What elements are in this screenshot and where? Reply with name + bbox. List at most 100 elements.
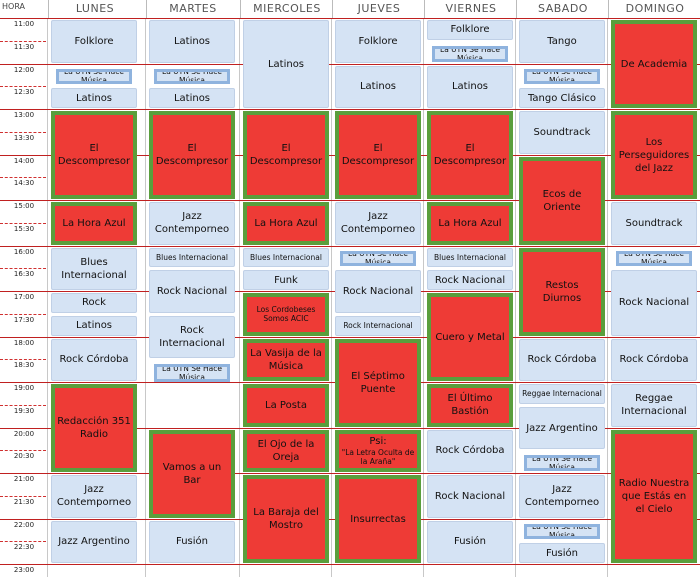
program-block[interactable]: Folklore bbox=[335, 20, 421, 63]
program-block[interactable]: Latinos bbox=[427, 65, 513, 108]
time-label: 22:00 bbox=[13, 520, 35, 529]
time-label: 15:30 bbox=[13, 224, 35, 233]
program-block[interactable]: Rock Internacional bbox=[335, 315, 421, 336]
program-block[interactable]: Vamos a un Bar bbox=[149, 429, 235, 518]
program-block[interactable]: La UTN Se Hace Música bbox=[154, 68, 230, 85]
program-block[interactable]: Ecos de Oriente bbox=[519, 156, 605, 245]
program-block[interactable]: Soundtrack bbox=[611, 202, 697, 245]
program-block[interactable]: La Hora Azul bbox=[51, 202, 137, 245]
program-label: Blues Internacional bbox=[250, 252, 322, 262]
program-block[interactable]: La UTN Se Hace Música bbox=[524, 523, 600, 540]
program-block[interactable]: Radio Nuestra que Estás en el Cielo bbox=[611, 429, 697, 563]
program-block[interactable]: Rock Córdoba bbox=[519, 338, 605, 381]
day-header-jueves: JUEVES bbox=[332, 0, 425, 18]
program-block[interactable]: Rock Nacional bbox=[335, 270, 421, 313]
program-label: Radio Nuestra que Estás en el Cielo bbox=[618, 477, 690, 515]
program-block[interactable]: Rock Córdoba bbox=[427, 429, 513, 472]
program-block[interactable]: Reggae Internacional bbox=[519, 384, 605, 404]
program-block[interactable]: Blues Internacional bbox=[243, 247, 329, 268]
program-block[interactable]: Jazz Contemporneo bbox=[51, 475, 137, 518]
day-header-domingo: DOMINGO bbox=[608, 0, 700, 18]
program-block[interactable]: El Descompresor bbox=[149, 111, 235, 199]
program-block[interactable]: Cuero y Metal bbox=[427, 293, 513, 381]
program-block[interactable]: Rock Nacional bbox=[149, 270, 235, 313]
program-block[interactable]: Jazz Contemporneo bbox=[149, 202, 235, 245]
program-block[interactable]: La Posta bbox=[243, 384, 329, 427]
program-block[interactable]: Fusión bbox=[519, 543, 605, 563]
program-block[interactable]: La Hora Azul bbox=[427, 202, 513, 245]
program-label: Los Perseguidores del Jazz bbox=[618, 136, 690, 174]
program-block[interactable]: Rock Nacional bbox=[427, 475, 513, 518]
program-block[interactable]: Rock Córdoba bbox=[51, 338, 137, 381]
program-label: Rock bbox=[82, 297, 106, 309]
program-block[interactable]: Jazz Contemporneo bbox=[335, 202, 421, 245]
program-label: La UTN Se Hace Música bbox=[532, 455, 592, 471]
program-label: La Hora Azul bbox=[254, 217, 318, 229]
program-block[interactable]: Fusión bbox=[427, 520, 513, 563]
program-block[interactable]: Latinos bbox=[51, 88, 137, 108]
program-block[interactable]: El Descompresor bbox=[243, 111, 329, 199]
program-label: Rock Internacional bbox=[343, 321, 413, 331]
program-block[interactable]: La UTN Se Hace Música bbox=[154, 364, 230, 383]
program-block[interactable]: Latinos bbox=[51, 315, 137, 336]
program-block[interactable]: El Descompresor bbox=[427, 111, 513, 199]
program-block[interactable]: El Descompresor bbox=[51, 111, 137, 199]
program-block[interactable]: Psi: "La Letra Oculta de la Araña" bbox=[335, 429, 421, 472]
program-label: Jazz Argentino bbox=[526, 422, 598, 434]
program-label: El Descompresor bbox=[341, 143, 415, 167]
program-block[interactable]: Rock Nacional bbox=[427, 270, 513, 290]
program-block[interactable]: La UTN Se Hace Música bbox=[56, 68, 132, 85]
program-block[interactable]: Reggae Internacional bbox=[611, 384, 697, 427]
program-block[interactable]: De Academia bbox=[611, 20, 697, 108]
program-block[interactable]: Rock Internacional bbox=[149, 315, 235, 359]
program-label: Insurrectas bbox=[350, 513, 406, 525]
program-block[interactable]: La UTN Se Hace Música bbox=[524, 68, 600, 85]
program-block[interactable]: Funk bbox=[243, 270, 329, 290]
program-block[interactable]: Redacción 351 Radio bbox=[51, 384, 137, 472]
day-header-martes: MARTES bbox=[146, 0, 239, 18]
program-block[interactable]: Latinos bbox=[243, 20, 329, 108]
program-block[interactable]: El Descompresor bbox=[335, 111, 421, 199]
program-block[interactable]: Folklore bbox=[51, 20, 137, 63]
program-block[interactable]: Tango bbox=[519, 20, 605, 63]
program-block[interactable]: Insurrectas bbox=[335, 475, 421, 563]
program-label: Folklore bbox=[358, 35, 398, 47]
program-block[interactable]: El Ojo de la Oreja bbox=[243, 429, 329, 472]
program-block[interactable]: Rock Córdoba bbox=[611, 338, 697, 381]
program-block[interactable]: Jazz Argentino bbox=[51, 520, 137, 563]
program-block[interactable]: La Baraja del Mostro bbox=[243, 475, 329, 563]
program-block[interactable]: La Hora Azul bbox=[243, 202, 329, 245]
program-block[interactable]: La UTN Se Hace Música bbox=[616, 250, 692, 267]
program-block[interactable]: La Vasija de la Música bbox=[243, 338, 329, 381]
program-block[interactable]: Jazz Argentino bbox=[519, 406, 605, 450]
program-block[interactable]: Blues Internacional bbox=[149, 247, 235, 268]
program-block[interactable]: La UTN Se Hace Música bbox=[340, 250, 416, 267]
program-block[interactable]: El Último Bastión bbox=[427, 384, 513, 427]
program-block[interactable]: Los Cordobeses Somos ACIC bbox=[243, 293, 329, 336]
program-block[interactable]: Jazz Contemporneo bbox=[519, 475, 605, 518]
program-label: Psi: bbox=[369, 436, 387, 448]
program-block[interactable]: Blues Internacional bbox=[51, 247, 137, 290]
program-block[interactable]: Tango Clásico bbox=[519, 88, 605, 108]
program-block[interactable]: Latinos bbox=[335, 65, 421, 108]
program-block[interactable]: Latinos bbox=[149, 88, 235, 108]
program-block[interactable]: La UTN Se Hace Música bbox=[524, 455, 600, 471]
program-label: El Séptimo Puente bbox=[351, 370, 405, 395]
program-block[interactable]: Folklore bbox=[427, 20, 513, 40]
time-label: 21:00 bbox=[13, 475, 35, 483]
program-block[interactable]: Fusión bbox=[149, 520, 235, 563]
program-label: La Hora Azul bbox=[438, 217, 502, 229]
program-block[interactable]: Restos Diurnos bbox=[519, 247, 605, 336]
hour-line bbox=[0, 564, 700, 565]
program-label: Jazz Contemporneo bbox=[524, 484, 600, 509]
program-block[interactable]: Blues Internacional bbox=[427, 247, 513, 268]
program-block[interactable]: La UTN Se Hace Música bbox=[432, 45, 508, 62]
time-label: 11:00 bbox=[13, 20, 35, 28]
program-block[interactable]: Rock bbox=[51, 293, 137, 313]
program-block[interactable]: Los Perseguidores del Jazz bbox=[611, 111, 697, 199]
day-header-miercoles: MIERCOLES bbox=[240, 0, 333, 18]
program-block[interactable]: Soundtrack bbox=[519, 111, 605, 154]
program-block[interactable]: El Séptimo Puente bbox=[335, 338, 421, 427]
program-block[interactable]: Rock Nacional bbox=[611, 270, 697, 336]
program-block[interactable]: Latinos bbox=[149, 20, 235, 63]
